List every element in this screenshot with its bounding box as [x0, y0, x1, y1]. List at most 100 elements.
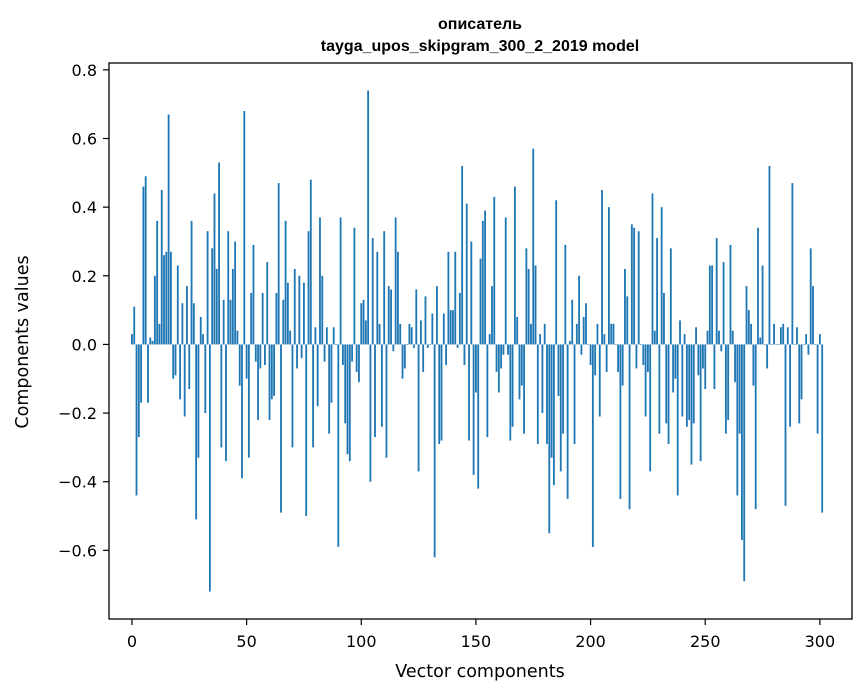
bar-179 [541, 344, 544, 414]
bar-152 [479, 258, 482, 345]
bar-79 [312, 344, 315, 448]
bar-168 [516, 316, 519, 345]
bar-64 [277, 183, 280, 345]
bar-73 [298, 275, 301, 345]
bar-48 [241, 344, 243, 479]
bar-263 [734, 344, 736, 383]
bar-136 [442, 313, 445, 345]
bar-194 [575, 323, 578, 345]
bar-141 [454, 251, 457, 345]
bar-38 [218, 162, 220, 345]
bar-265 [738, 344, 741, 434]
bar-191 [569, 341, 571, 345]
bar-78 [309, 179, 312, 345]
bar-130 [429, 344, 431, 346]
bar-150 [475, 344, 477, 393]
bar-91 [339, 217, 342, 345]
bar-233 [665, 344, 668, 424]
bar-135 [440, 344, 443, 441]
bar-153 [481, 220, 484, 345]
bar-108 [378, 323, 381, 345]
bar-37 [215, 268, 218, 345]
y-tick-label-0: −0.6 [58, 541, 97, 560]
bar-176 [534, 265, 537, 345]
bar-261 [729, 244, 732, 345]
chart-title-line1: описатель [438, 16, 522, 33]
y-tick-label-2: −0.2 [58, 404, 97, 423]
bar-58 [264, 344, 266, 366]
bar-195 [578, 275, 581, 345]
bar-30 [199, 316, 202, 345]
bar-61 [270, 344, 273, 400]
bar-28 [195, 344, 198, 520]
x-axis: 0 50 100 150 200 250 300 [127, 619, 835, 651]
bar-239 [679, 320, 681, 345]
bar-7 [147, 344, 149, 403]
bar-46 [236, 330, 239, 345]
bar-31 [202, 334, 204, 345]
bar-21 [179, 344, 181, 400]
bar-157 [491, 286, 493, 345]
bar-175 [532, 148, 535, 345]
bar-122 [410, 327, 413, 345]
bar-277 [766, 344, 769, 369]
bar-77 [307, 231, 310, 345]
bar-235 [669, 248, 672, 345]
bar-196 [580, 344, 583, 355]
bar-237 [674, 344, 677, 379]
bar-171 [523, 344, 525, 434]
bar-32 [204, 344, 207, 414]
bar-229 [656, 238, 658, 345]
bar-217 [628, 344, 631, 510]
bar-112 [387, 286, 390, 345]
bar-102 [364, 320, 367, 345]
bar-125 [417, 344, 420, 472]
bar-41 [225, 344, 227, 462]
bar-242 [685, 344, 688, 427]
bar-103 [367, 90, 370, 345]
bar-65 [280, 344, 282, 513]
bar-224 [644, 344, 647, 417]
bar-155 [486, 344, 489, 438]
bar-275 [761, 265, 764, 345]
bar-205 [601, 189, 603, 345]
bar-212 [617, 344, 620, 372]
bar-260 [727, 344, 730, 420]
bar-53 [252, 244, 255, 345]
bar-5 [142, 186, 145, 345]
bar-203 [596, 323, 599, 345]
bar-298 [814, 344, 817, 346]
bar-271 [752, 344, 755, 386]
bar-119 [403, 344, 406, 369]
bar-89 [335, 344, 337, 346]
bar-166 [511, 344, 514, 427]
bar-264 [736, 344, 739, 496]
bar-214 [621, 344, 624, 386]
bar-10 [153, 275, 156, 345]
bar-86 [328, 344, 331, 434]
bar-138 [447, 251, 450, 345]
bar-300 [818, 334, 821, 345]
bar-198 [585, 303, 587, 345]
bar-259 [724, 344, 727, 434]
bar-221 [637, 231, 640, 345]
bar-117 [399, 323, 402, 345]
bar-92 [341, 344, 344, 366]
bar-17 [170, 251, 172, 345]
bar-29 [197, 344, 200, 458]
bar-207 [605, 344, 608, 372]
bar-145 [463, 344, 466, 366]
bar-143 [458, 292, 461, 345]
bar-104 [369, 344, 372, 482]
bar-250 [704, 344, 707, 390]
bar-230 [658, 344, 661, 434]
bar-90 [337, 344, 340, 547]
bar-23 [183, 344, 186, 417]
x-tick-label-4: 200 [575, 632, 606, 651]
bar-24 [186, 286, 188, 345]
bar-156 [488, 334, 491, 345]
bar-88 [332, 327, 335, 345]
bar-282 [777, 344, 780, 346]
bar-169 [518, 344, 521, 400]
